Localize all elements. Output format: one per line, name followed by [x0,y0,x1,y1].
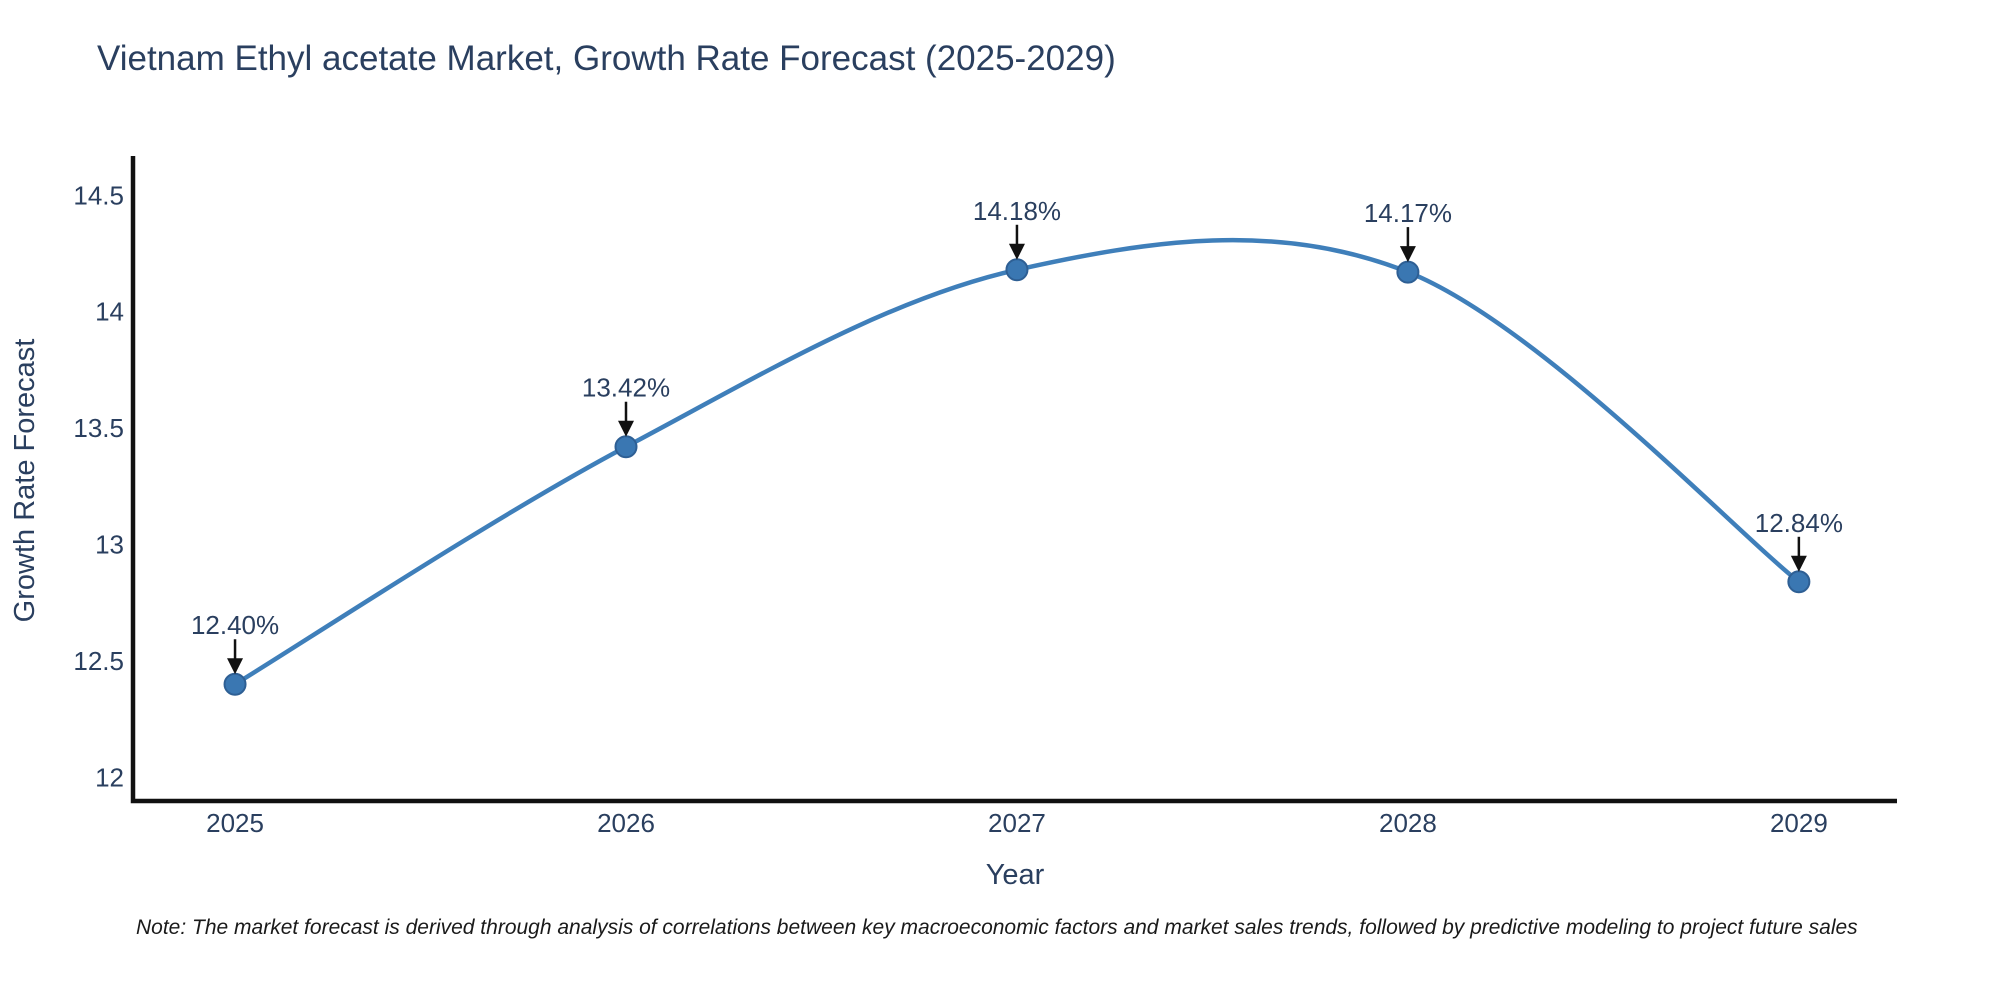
y-tick-label: 14.5 [73,180,124,210]
y-tick-label: 12.5 [73,646,124,676]
annotation-arrowhead [1790,555,1807,572]
annotation-arrowhead [227,658,244,675]
x-tick-label: 2027 [988,808,1046,838]
x-axis-title: Year [986,859,1045,891]
chart-title: Vietnam Ethyl acetate Market, Growth Rat… [97,39,1116,78]
data-point-label: 12.84% [1755,508,1843,538]
axis-lines [130,156,1897,804]
annotation-arrowhead [1399,246,1416,263]
x-tick-label: 2028 [1379,808,1437,838]
data-point-marker [1787,570,1811,594]
x-tick-label: 2029 [1770,808,1828,838]
data-point-label: 14.17% [1364,198,1452,228]
forecast-line [232,237,1802,687]
y-tick-label: 14 [95,297,124,327]
annotation-arrowhead [617,420,634,437]
footnote: Note: The market forecast is derived thr… [136,916,1858,939]
annotation-arrowhead [1008,243,1025,260]
data-point-marker [614,435,638,459]
data-point-label: 12.40% [191,610,279,640]
x-tick-label: 2026 [597,808,655,838]
data-point-label: 13.42% [582,373,670,403]
data-point-marker [1396,260,1420,284]
y-tick-label: 12 [95,762,124,792]
y-axis-title: Growth Rate Forecast [9,339,41,623]
y-tick-label: 13.5 [73,413,124,443]
data-point-marker [1005,258,1029,282]
y-tick-label: 13 [95,530,124,560]
data-point-label: 14.18% [973,196,1061,226]
x-tick-label: 2025 [206,808,264,838]
data-point-marker [223,672,247,696]
